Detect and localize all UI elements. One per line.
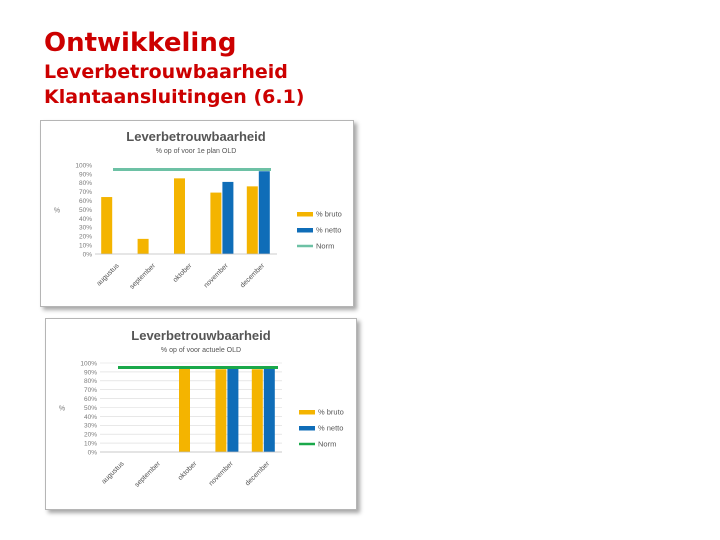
y-tick-label: 0% [83,251,93,258]
bar-bruto-november [210,192,222,254]
legend-label: % netto [316,226,341,235]
chart-1-svg: Leverbetrouwbaarheid % op of voor 1e plan… [54,129,342,291]
y-tick-label: 10% [79,243,92,250]
chart-card-2: Leverbetrouwbaarheid % op of voor actuele… [45,318,357,510]
y-tick-label: 90% [84,369,97,376]
y-tick-label: 60% [79,198,92,205]
x-category-label: november [208,460,235,487]
x-category-label: december [244,460,271,487]
bar-bruto-december [251,369,263,452]
y-tick-label: 20% [84,432,97,439]
legend-swatch-bruto [299,410,315,415]
x-category-label: december [239,262,266,289]
bar-bruto-september [137,238,149,254]
y-tick-label: 10% [84,441,97,448]
y-tick-label: 0% [88,449,98,456]
slide-subtitle-2: Klantaansluitingen (6.1) [44,86,305,108]
legend-label: % netto [318,424,343,433]
legend-label: % bruto [318,408,344,417]
y-tick-label: 60% [84,396,97,403]
x-category-label: augustus [101,460,126,485]
y-tick-label: 100% [80,360,97,367]
chart-title: Leverbetrouwbaarheid [131,328,270,343]
bar-bruto-oktober [179,367,190,452]
x-category-label: september [134,460,163,489]
y-tick-label: 80% [79,180,92,187]
chart-subtitle: % op of voor 1e plan OLD [156,148,237,155]
y-tick-label: 90% [79,171,92,178]
legend-label: % bruto [316,210,342,219]
bar-netto-december [258,171,270,254]
bar-netto-december [263,366,275,452]
bar-netto-november [227,367,239,452]
x-category-label: oktober [177,460,199,482]
y-tick-label: 50% [79,207,92,214]
y-tick-label: 20% [79,234,92,241]
legend-label: Norm [318,440,336,449]
x-category-label: augustus [96,262,121,287]
x-category-label: oktober [172,262,194,284]
y-tick-label: 50% [84,405,97,412]
bar-netto-november [222,181,234,254]
legend-swatch-netto [299,426,315,431]
bar-bruto-november [215,369,227,452]
y-tick-label: 70% [84,387,97,394]
slide-title: Ontwikkeling [44,28,237,58]
y-axis-label: % [54,208,60,215]
y-tick-label: 80% [84,378,97,385]
x-category-label: september [129,262,158,291]
legend-label: Norm [316,242,334,251]
chart-title: Leverbetrouwbaarheid [126,129,265,144]
x-category-label: november [203,262,230,289]
y-tick-label: 30% [84,423,97,430]
y-tick-label: 40% [84,414,97,421]
bar-bruto-augustus [101,197,113,254]
slide-subtitle-1: Leverbetrouwbaarheid [44,61,288,83]
y-tick-label: 100% [75,162,92,169]
legend-swatch-netto [297,228,313,233]
y-tick-label: 70% [79,189,92,196]
bar-bruto-oktober [174,178,185,254]
y-tick-label: 30% [79,225,92,232]
chart-subtitle: % op of voor actuele OLD [161,347,241,354]
y-axis-label: % [59,406,65,413]
chart-2-svg: Leverbetrouwbaarheid % op of voor actuele… [59,328,344,489]
y-tick-label: 40% [79,216,92,223]
legend-swatch-bruto [297,212,313,217]
bar-bruto-december [246,186,258,254]
chart-card-1: Leverbetrouwbaarheid % op of voor 1e plan… [40,120,354,307]
